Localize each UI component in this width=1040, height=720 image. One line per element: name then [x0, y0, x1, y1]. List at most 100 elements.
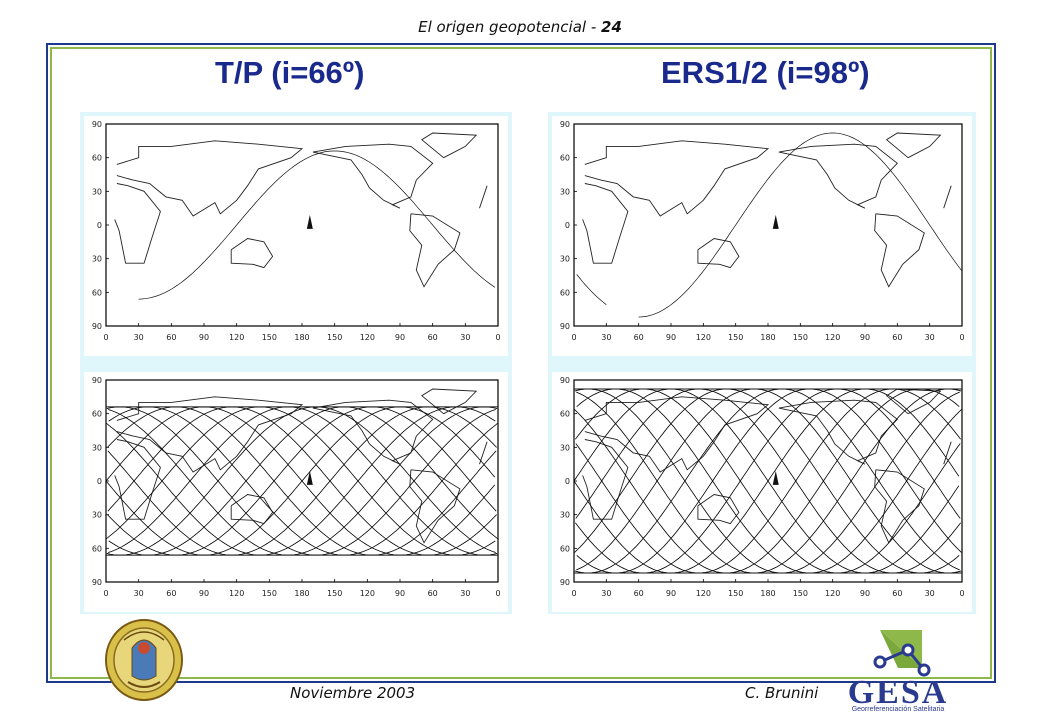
ground-track — [105, 406, 495, 556]
university-seal-logo — [105, 619, 183, 701]
ground-track — [108, 406, 498, 556]
page-number: 24 — [601, 18, 622, 36]
ground-track — [576, 388, 962, 574]
coastline — [409, 469, 461, 544]
coastline — [697, 494, 740, 525]
lat-tick-label: 60 — [560, 410, 570, 419]
ground-track — [574, 388, 960, 574]
lat-tick-label: 90 — [560, 578, 570, 587]
coastline — [117, 141, 487, 216]
lon-tick-label: 150 — [793, 333, 808, 342]
ground-track — [575, 388, 961, 574]
lon-tick-label: 60 — [892, 589, 902, 598]
ground-tracks — [576, 132, 962, 318]
gesa-logo-name: GESA — [847, 674, 949, 711]
lon-tick-label: 120 — [825, 333, 840, 342]
ground-track — [106, 406, 496, 556]
lon-tick-label: 60 — [166, 589, 176, 598]
lon-tick-label: 150 — [728, 333, 743, 342]
lon-tick-label: 60 — [634, 589, 644, 598]
direction-arrow-icon — [772, 214, 779, 229]
lon-tick-label: 150 — [793, 589, 808, 598]
lon-tick-label: 90 — [860, 589, 870, 598]
direction-arrow-icon — [772, 470, 779, 485]
lat-tick-label: 60 — [92, 288, 102, 297]
lat-tick-label: 60 — [92, 544, 102, 553]
lon-tick-label: 150 — [327, 589, 342, 598]
lat-tick-label: 90 — [560, 376, 570, 385]
lat-tick-label: 90 — [92, 322, 102, 331]
lon-tick-label: 30 — [601, 589, 611, 598]
lon-tick-label: 60 — [634, 333, 644, 342]
ground-track — [105, 406, 495, 556]
ground-track — [574, 388, 960, 574]
slide-frame-inner — [50, 47, 992, 679]
coastline — [582, 439, 952, 520]
header-title: El origen geopotencial - — [418, 18, 602, 36]
map-tp-ground-tracks: 90 60 30 0 30 60 90 0 30 60 90 120 150 180 150 120 90 60 3… — [84, 372, 508, 612]
lat-tick-label: 30 — [560, 443, 570, 452]
lon-tick-label: 30 — [460, 589, 470, 598]
ground-track — [574, 388, 960, 574]
coastline — [312, 143, 434, 209]
lon-tick-label: 60 — [892, 333, 902, 342]
lat-tick-label: 30 — [560, 187, 570, 196]
coastline — [230, 494, 274, 525]
lon-tick-label: 180 — [294, 333, 309, 342]
lon-tick-label: 180 — [760, 589, 775, 598]
lat-tick-label: 0 — [97, 477, 102, 486]
lat-tick-label: 60 — [560, 154, 570, 163]
coastline — [114, 183, 488, 264]
coastline — [874, 469, 925, 544]
ground-track — [576, 388, 962, 574]
ground-track — [106, 406, 496, 556]
ground-track — [575, 388, 961, 574]
lon-tick-label: 90 — [199, 333, 209, 342]
lon-tick-label: 0 — [959, 333, 964, 342]
lat-tick-label: 60 — [92, 154, 102, 163]
lon-tick-label: 120 — [696, 589, 711, 598]
footer-author: C. Brunini — [745, 684, 819, 702]
lon-tick-label: 120 — [229, 333, 244, 342]
lon-tick-label: 30 — [134, 589, 144, 598]
lat-tick-label: 90 — [92, 376, 102, 385]
lon-tick-label: 0 — [571, 333, 576, 342]
ground-track — [573, 388, 960, 574]
ground-track — [574, 388, 960, 574]
ground-track — [575, 388, 961, 574]
ground-track — [573, 388, 960, 574]
lon-tick-label: 150 — [728, 589, 743, 598]
lon-tick-label: 90 — [666, 333, 676, 342]
ground-track — [574, 388, 960, 574]
ground-track — [576, 388, 962, 574]
page-header: El origen geopotencial - 24 — [0, 18, 1040, 36]
coastline — [312, 399, 434, 465]
ground-track — [107, 406, 497, 556]
ground-track — [574, 388, 960, 574]
lat-tick-label: 90 — [92, 120, 102, 129]
lon-tick-label: 30 — [601, 333, 611, 342]
lon-tick-label: 120 — [825, 589, 840, 598]
ground-track — [105, 406, 495, 556]
lon-tick-label: 120 — [696, 333, 711, 342]
ground-track — [106, 151, 495, 299]
coastline — [697, 238, 740, 269]
lon-tick-label: 90 — [666, 589, 676, 598]
map-ers-single-track: 90 60 30 0 30 60 90 0 30 60 90 120 150 180 150 120 90 60 3… — [552, 116, 972, 356]
coastline — [230, 238, 274, 269]
ground-track — [574, 388, 960, 574]
lon-tick-label: 0 — [495, 333, 500, 342]
ground-track — [107, 406, 497, 556]
ground-track — [107, 406, 497, 556]
lat-tick-label: 30 — [560, 255, 570, 264]
lon-tick-label: 0 — [495, 589, 500, 598]
ground-track — [574, 388, 960, 574]
slide-frame-outer — [46, 43, 996, 683]
coastline — [585, 141, 951, 216]
lat-tick-label: 30 — [92, 255, 102, 264]
lon-tick-label: 0 — [103, 589, 108, 598]
ground-track — [106, 406, 496, 556]
coastline — [778, 399, 898, 465]
ground-track — [105, 406, 495, 556]
lat-tick-label: 60 — [92, 410, 102, 419]
